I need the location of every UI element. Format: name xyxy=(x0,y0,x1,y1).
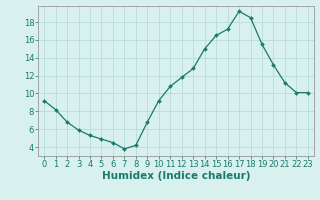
X-axis label: Humidex (Indice chaleur): Humidex (Indice chaleur) xyxy=(102,171,250,181)
